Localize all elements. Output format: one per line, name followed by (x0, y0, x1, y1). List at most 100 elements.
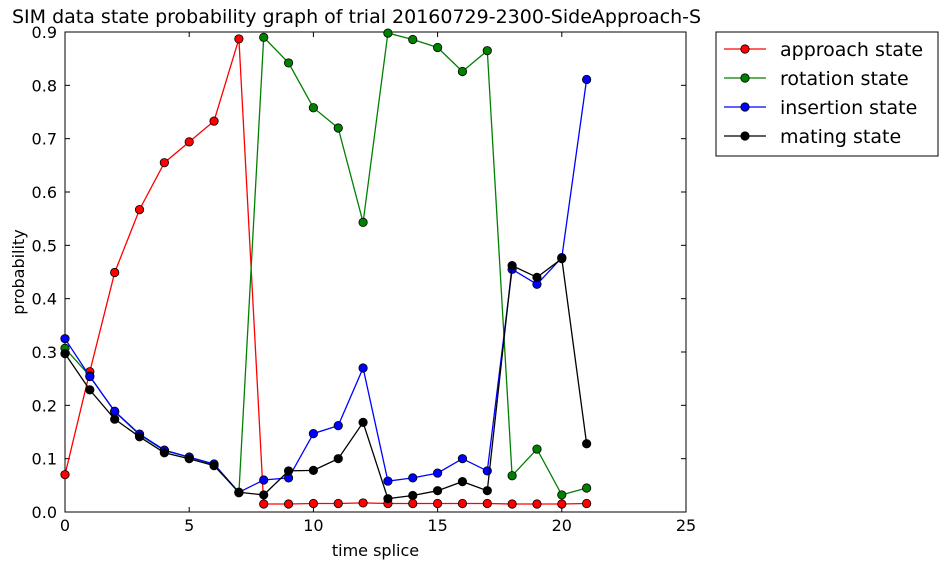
data-point-mating-state (134, 432, 145, 442)
data-point-approach-state (283, 499, 294, 509)
data-point-insertion-state (457, 454, 468, 464)
data-point-approach-state (234, 34, 244, 44)
data-point-rotation-state (457, 66, 468, 77)
data-point-approach-state (482, 498, 492, 509)
axes: 0 5 10 15 20 25 0.0 0.1 0.2 0.3 0.4 0.5 0.6 0.7 0.8 0.9… (9, 23, 696, 560)
legend: approach state rotation state insertion st… (715, 31, 939, 157)
y-tick-label: 0.3 (32, 343, 57, 362)
x-tick-label: 25 (676, 516, 696, 535)
x-tick-label: 15 (427, 516, 447, 535)
data-point-rotation-state (259, 32, 269, 42)
legend-swatch-marker (740, 73, 750, 83)
data-point-mating-state (358, 417, 368, 427)
data-point-insertion-state (259, 475, 269, 485)
y-tick-label: 0.8 (32, 76, 57, 95)
data-point-approach-state (159, 158, 169, 168)
legend-item-approach-state: approach state (724, 39, 923, 61)
series-line-approach-state (64, 38, 587, 505)
data-point-rotation-state (333, 123, 343, 133)
data-point-insertion-state (308, 428, 318, 439)
data-point-insertion-state (85, 371, 95, 382)
legend-swatch-marker (740, 131, 750, 141)
y-tick-label: 0.6 (32, 183, 57, 202)
y-tick-label: 0.1 (32, 450, 57, 469)
legend-item-rotation-state: rotation state (724, 68, 909, 90)
series-layer (60, 28, 592, 509)
data-point-approach-state (507, 499, 517, 509)
y-tick-label: 0.4 (32, 290, 57, 309)
data-point-approach-state (209, 116, 219, 126)
data-point-mating-state (557, 254, 567, 264)
x-tick-label: 20 (552, 516, 572, 535)
legend-item-insertion-state: insertion state (724, 97, 917, 119)
data-point-mating-state (457, 476, 468, 487)
data-point-mating-state (159, 448, 169, 458)
data-point-rotation-state (283, 58, 294, 68)
data-point-rotation-state (532, 444, 542, 454)
data-point-mating-state (60, 348, 70, 359)
data-point-mating-state (408, 490, 418, 501)
data-point-mating-state (482, 486, 492, 496)
data-point-approach-state (408, 498, 418, 509)
data-point-mating-state (110, 414, 120, 424)
data-point-mating-state (209, 460, 219, 471)
y-tick-label: 0.7 (32, 130, 57, 149)
data-point-approach-state (259, 499, 269, 509)
data-point-approach-state (110, 267, 120, 278)
data-point-insertion-state (383, 476, 393, 486)
data-point-rotation-state (582, 483, 592, 493)
x-axis-label: time splice (332, 541, 419, 560)
data-point-mating-state (333, 454, 343, 464)
data-point-approach-state (134, 205, 145, 215)
y-tick-label: 0.2 (32, 396, 57, 415)
legend-swatch-marker (740, 102, 750, 112)
data-point-mating-state (259, 490, 269, 500)
y-tick-label: 0.5 (32, 236, 57, 255)
x-tick-label: 0 (60, 516, 70, 535)
data-point-mating-state (507, 260, 517, 271)
data-point-insertion-state (110, 406, 120, 416)
data-point-mating-state (432, 486, 443, 496)
y-tick-label: 0.0 (32, 503, 57, 522)
x-tick-label: 10 (303, 516, 323, 535)
data-point-insertion-state (582, 74, 592, 85)
data-point-rotation-state (383, 28, 393, 38)
y-tick-label: 0.9 (32, 23, 57, 42)
series-line-mating-state (64, 257, 588, 500)
data-point-insertion-state (432, 468, 443, 478)
series-line-insertion-state (64, 79, 588, 494)
legend-label: rotation state (780, 68, 909, 90)
data-point-rotation-state (432, 42, 443, 53)
y-axis-label: probability (9, 229, 28, 314)
data-point-approach-state (184, 137, 194, 147)
plot-frame (64, 31, 687, 513)
legend-item-mating-state: mating state (724, 126, 901, 148)
legend-label: approach state (780, 39, 923, 61)
data-point-approach-state (358, 498, 368, 508)
legend-box (715, 31, 939, 157)
data-point-insertion-state (358, 363, 368, 373)
data-point-mating-state (234, 487, 244, 497)
data-point-mating-state (283, 466, 294, 476)
data-point-approach-state (333, 498, 343, 509)
data-point-rotation-state (557, 490, 567, 500)
data-point-mating-state (582, 439, 592, 449)
data-point-mating-state (383, 494, 393, 504)
data-point-approach-state (60, 470, 70, 480)
data-point-rotation-state (308, 103, 318, 113)
data-point-rotation-state (358, 217, 368, 227)
data-point-rotation-state (482, 46, 492, 56)
data-point-mating-state (308, 465, 318, 475)
data-point-insertion-state (60, 334, 70, 344)
series-mating-state (60, 254, 592, 504)
data-point-mating-state (184, 454, 194, 464)
legend-label: mating state (780, 126, 901, 148)
data-point-rotation-state (507, 471, 517, 481)
data-point-approach-state (457, 498, 468, 509)
data-point-approach-state (432, 498, 443, 509)
legend-label: insertion state (780, 97, 917, 119)
x-tick-label: 5 (184, 516, 194, 535)
data-point-insertion-state (333, 420, 343, 431)
data-point-insertion-state (408, 473, 418, 483)
